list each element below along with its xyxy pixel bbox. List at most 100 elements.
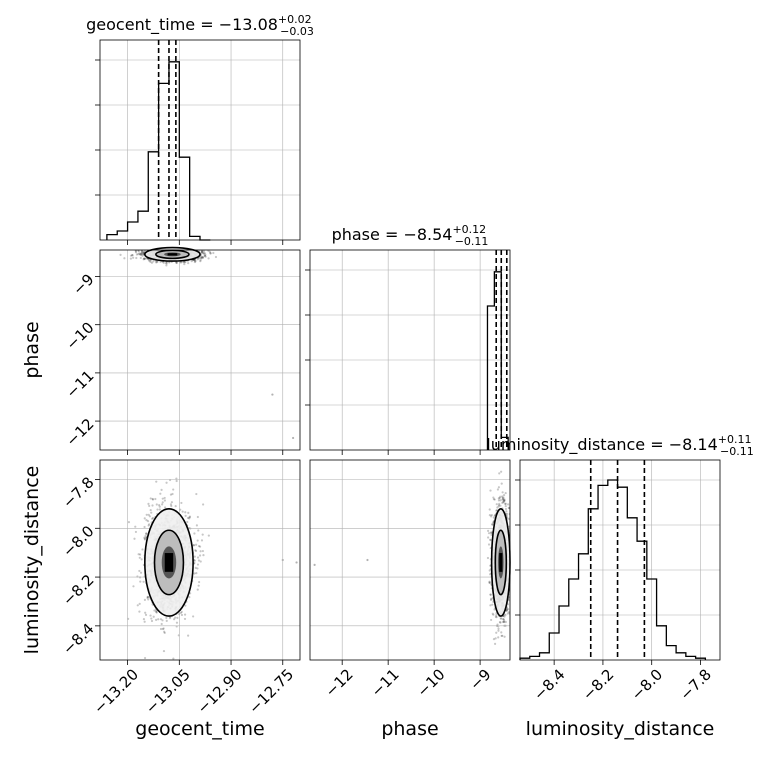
sample-point bbox=[157, 618, 160, 621]
sample-point bbox=[144, 534, 147, 537]
sample-point bbox=[204, 248, 206, 250]
sample-point bbox=[171, 492, 174, 496]
sample-point bbox=[497, 505, 500, 508]
sample-point bbox=[188, 515, 192, 518]
sample-point bbox=[143, 538, 147, 541]
sample-point bbox=[494, 637, 497, 640]
sample-point bbox=[190, 260, 193, 263]
sample-point bbox=[151, 516, 155, 520]
sample-point bbox=[186, 516, 190, 520]
panel-frame bbox=[99, 249, 301, 451]
sample-point bbox=[175, 621, 179, 624]
sample-point bbox=[180, 613, 184, 617]
sample-point bbox=[493, 642, 497, 645]
sample-point bbox=[207, 250, 210, 252]
sample-point bbox=[508, 507, 510, 510]
sample-point bbox=[497, 629, 500, 632]
sample-point bbox=[500, 634, 503, 638]
sample-point bbox=[155, 260, 158, 263]
sample-point bbox=[498, 620, 502, 624]
sample-point bbox=[508, 525, 510, 528]
sample-point bbox=[492, 638, 496, 641]
sample-point bbox=[489, 573, 492, 576]
sample-point bbox=[184, 511, 187, 514]
sample-point bbox=[132, 247, 134, 249]
sample-point bbox=[155, 503, 158, 506]
sample-point bbox=[490, 618, 493, 622]
sample-point bbox=[514, 515, 516, 517]
sample-point bbox=[148, 259, 151, 262]
sample-point bbox=[129, 257, 133, 260]
sample-point bbox=[140, 558, 143, 561]
sample-point bbox=[155, 261, 158, 264]
outlier-point bbox=[271, 393, 274, 396]
sample-point bbox=[502, 618, 505, 621]
sample-point bbox=[207, 257, 210, 260]
sample-point bbox=[193, 572, 196, 575]
sample-point bbox=[157, 242, 159, 244]
sample-point bbox=[156, 260, 159, 264]
sample-point bbox=[498, 472, 501, 475]
sample-point bbox=[163, 496, 166, 500]
sample-point bbox=[174, 616, 177, 619]
sample-point bbox=[169, 503, 173, 506]
sample-point bbox=[487, 543, 491, 546]
sample-point bbox=[147, 524, 150, 527]
sample-point bbox=[197, 247, 199, 249]
sample-point bbox=[145, 519, 148, 522]
outlier-point bbox=[295, 561, 298, 564]
sample-point bbox=[502, 500, 505, 503]
histogram-bar bbox=[486, 271, 509, 450]
sample-point bbox=[150, 261, 154, 264]
x-axis-label: phase bbox=[381, 718, 438, 740]
outlier-point bbox=[292, 436, 295, 440]
sample-point bbox=[149, 260, 152, 264]
sample-point bbox=[200, 250, 204, 252]
sample-point bbox=[149, 497, 152, 500]
sample-point bbox=[155, 611, 158, 614]
sample-point bbox=[501, 491, 504, 494]
sample-point bbox=[183, 261, 186, 264]
sample-point bbox=[200, 257, 203, 260]
sample-point bbox=[491, 523, 494, 526]
y-tick-label: −10 bbox=[62, 319, 97, 354]
sample-point bbox=[192, 544, 196, 547]
sample-point bbox=[154, 497, 157, 501]
sample-point bbox=[203, 254, 207, 257]
sample-point bbox=[182, 261, 185, 264]
sample-point bbox=[208, 250, 211, 253]
sample-point bbox=[162, 261, 165, 264]
sample-point bbox=[500, 631, 503, 634]
contour-outer bbox=[144, 507, 194, 617]
sample-point bbox=[503, 498, 506, 501]
sample-point bbox=[161, 501, 164, 504]
sample-point bbox=[175, 477, 178, 480]
sample-point bbox=[507, 517, 510, 520]
x-axis-label: luminosity_distance bbox=[526, 718, 715, 740]
sample-point bbox=[201, 533, 204, 536]
scatter-points bbox=[313, 470, 516, 645]
panel-title: luminosity_distance = −8.14+0.11 −0.11 bbox=[486, 433, 753, 458]
sample-point bbox=[214, 255, 218, 259]
scatter-points bbox=[119, 242, 295, 440]
sample-point bbox=[488, 569, 491, 572]
sample-point bbox=[209, 252, 212, 255]
sample-point bbox=[492, 516, 495, 519]
sample-point bbox=[169, 493, 173, 496]
contour-inner bbox=[494, 529, 508, 596]
sample-point bbox=[134, 530, 138, 534]
sample-point bbox=[498, 502, 501, 505]
panel-frame bbox=[99, 39, 301, 241]
sample-point bbox=[144, 611, 147, 614]
sample-point bbox=[173, 618, 176, 621]
sample-point bbox=[155, 610, 158, 613]
sample-point bbox=[143, 537, 146, 540]
sample-point bbox=[133, 537, 136, 540]
sample-point bbox=[153, 246, 155, 248]
sample-point bbox=[195, 492, 198, 496]
sample-point bbox=[127, 521, 131, 524]
sample-point bbox=[490, 597, 493, 600]
sample-point bbox=[149, 508, 152, 512]
sample-point bbox=[510, 530, 512, 532]
sample-point bbox=[194, 260, 197, 263]
